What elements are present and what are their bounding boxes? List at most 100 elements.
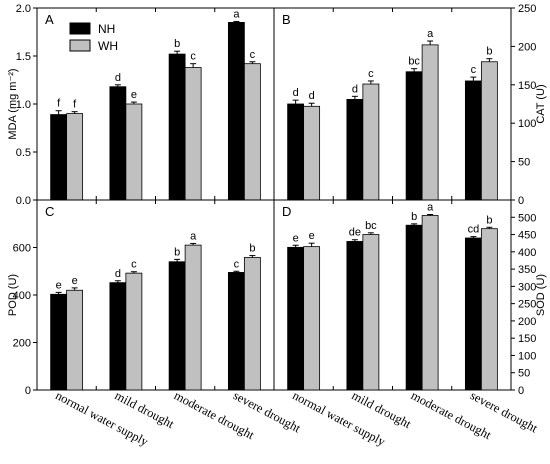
- panel-c-ytick-label: 200: [13, 338, 31, 350]
- panel-b-sig-letter: bc: [408, 56, 420, 68]
- panel-b-ylabel: CAT (U): [535, 84, 547, 123]
- panel-a-ytick-label: 0.0: [16, 195, 31, 207]
- legend-swatch-nh: [69, 22, 91, 35]
- panel-a-sig-letter: a: [233, 8, 240, 20]
- panel-c-sig-letter: a: [190, 230, 197, 242]
- panel-a-bar-nh: [227, 21, 245, 201]
- panel-a-bar-wh: [125, 103, 143, 201]
- panel-d-ytick-label: 0: [518, 385, 524, 397]
- panel-d-sig-letter: cd: [468, 224, 480, 236]
- panel-a-bar-nh: [50, 114, 68, 201]
- panel-d-sig-letter: b: [411, 211, 417, 223]
- panel-b-sig-letter: c: [471, 64, 477, 76]
- panel-d-ytick-label: 200: [518, 316, 536, 328]
- panel-b-ytick-label: 250: [518, 3, 536, 15]
- panel-b-bar-wh: [303, 105, 321, 201]
- panel-a-bar-wh: [184, 67, 202, 201]
- panel-b-sig-letter: d: [352, 83, 358, 95]
- panel-d-sig-letter: bc: [365, 220, 377, 232]
- panel-d-sig-letter: a: [427, 202, 434, 214]
- panel-d-bar-nh: [464, 237, 482, 391]
- legend-label-wh: WH: [98, 39, 118, 53]
- panel-d-letter: D: [282, 204, 291, 219]
- panel-d-ytick-label: 300: [518, 281, 536, 293]
- panel-d-bar-nh: [405, 224, 423, 391]
- panel-d-ytick-label: 250: [518, 299, 536, 311]
- panel-c-bar-wh: [184, 244, 202, 391]
- panel-c-sig-letter: b: [249, 243, 255, 255]
- panel-a-sig-letter: c: [190, 51, 196, 63]
- panel-c-sig-letter: b: [174, 246, 180, 258]
- panel-b-bar-nh: [346, 98, 364, 201]
- panel-b-ytick-label: 150: [518, 80, 536, 92]
- panel-d-sig-letter: e: [309, 230, 315, 242]
- panel-d-bar-wh: [480, 228, 498, 391]
- panel-a-sig-letter: f: [57, 98, 61, 110]
- panel-a-bar-nh: [109, 86, 127, 201]
- panel-c-ylabel: POD (U): [7, 274, 19, 316]
- legend: NH WH: [69, 22, 118, 53]
- panel-c-bar-nh: [168, 261, 186, 391]
- panel-a-bar-wh: [243, 63, 261, 201]
- panel-a-letter: A: [45, 12, 54, 27]
- panel-d-ytick-label: 100: [518, 350, 536, 362]
- panel-b-sig-letter: a: [427, 28, 434, 40]
- panel-a-ytick-label: 1.5: [16, 51, 31, 63]
- panel-a-bar-nh: [168, 53, 186, 201]
- panel-c-bar-wh: [66, 289, 84, 391]
- panel-d-sig-letter: b: [486, 214, 492, 226]
- panel-d-ytick-label: 400: [518, 247, 536, 259]
- panel-d-bar-wh: [421, 215, 439, 391]
- panel-d-sig-letter: e: [293, 232, 299, 244]
- panel-c-ytick-label: 400: [13, 290, 31, 302]
- panel-c-sig-letter: c: [234, 258, 240, 270]
- panel-b-bar-nh: [287, 103, 305, 201]
- panel-d-ytick-label: 50: [518, 368, 530, 380]
- panel-d-ytick-label: 350: [518, 264, 536, 276]
- panel-b-sig-letter: c: [368, 68, 374, 80]
- panel-d-bar-wh: [362, 234, 380, 391]
- panel-c-bar-nh: [50, 293, 68, 391]
- panel-c-bar-wh: [243, 257, 261, 391]
- legend-label-nh: NH: [98, 22, 115, 36]
- panel-a-bar-wh: [66, 113, 84, 201]
- panel-a-sig-letter: f: [73, 99, 77, 111]
- panel-d-ytick-label: 500: [518, 212, 536, 224]
- panel-c-letter: C: [45, 204, 54, 219]
- panel-b-sig-letter: d: [309, 90, 315, 102]
- panel-c-bar-nh: [227, 272, 245, 391]
- panel-d-ytick-label: 150: [518, 333, 536, 345]
- panel-c-ytick-label: 0: [25, 385, 31, 397]
- panel-b-sig-letter: b: [486, 46, 492, 58]
- panel-a-ylabel: MDA (mg m⁻²): [7, 68, 19, 139]
- panel-c-sig-letter: e: [72, 275, 78, 287]
- panel-a-sig-letter: d: [115, 72, 121, 84]
- panel-a-sig-letter: e: [131, 89, 137, 101]
- legend-swatch-wh: [69, 39, 91, 52]
- panel-c-bar-wh: [125, 272, 143, 391]
- panel-d-ytick-label: 450: [518, 230, 536, 242]
- panel-b-bar-wh: [362, 83, 380, 201]
- panel-d-ylabel: SOD (U): [535, 274, 547, 316]
- panel-d-bar-nh: [346, 241, 364, 391]
- panel-c-sig-letter: d: [115, 268, 121, 280]
- panel-b-bar-nh: [405, 71, 423, 201]
- panel-b-bar-wh: [480, 61, 498, 201]
- panel-b-ytick-label: 0: [518, 195, 524, 207]
- panel-a-sig-letter: b: [174, 38, 180, 50]
- panel-d-sig-letter: de: [349, 227, 361, 239]
- panel-b-sig-letter: d: [293, 87, 299, 99]
- panel-b-bar-wh: [421, 44, 439, 201]
- panel-c-bar-nh: [109, 282, 127, 391]
- panel-d-bar-nh: [287, 246, 305, 391]
- panel-a-ytick-label: 2.0: [16, 3, 31, 15]
- panel-a-ytick-label: 1.0: [16, 99, 31, 111]
- panel-b-ytick-label: 50: [518, 157, 530, 169]
- panel-d-bar-wh: [303, 246, 321, 391]
- panel-c-ytick-label: 600: [13, 243, 31, 255]
- panel-a-sig-letter: c: [250, 49, 256, 61]
- panel-b-ytick-label: 200: [518, 41, 536, 53]
- panel-c-sig-letter: c: [131, 259, 137, 271]
